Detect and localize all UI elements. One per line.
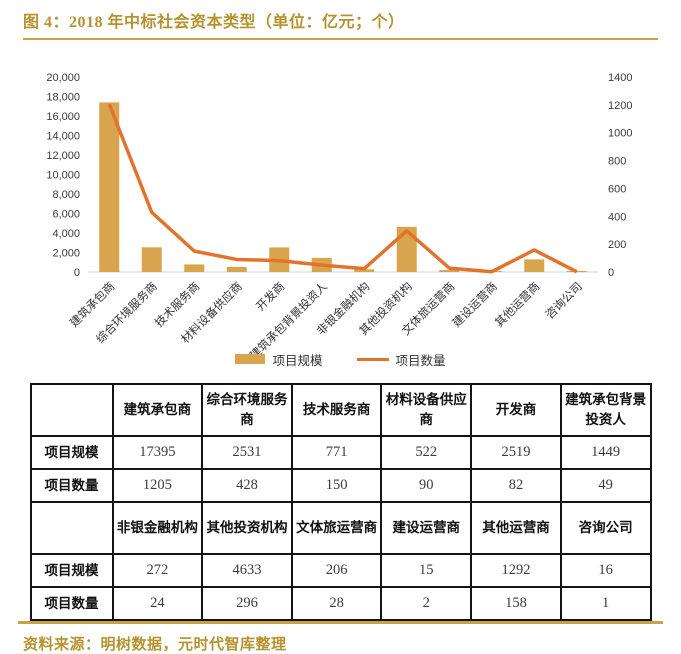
figure-title-bar: 图 4：2018 年中标社会资本类型（单位：亿元；个） <box>23 0 658 40</box>
table-corner-cell <box>29 501 114 555</box>
data-table: 建筑承包商 综合环境服务商 技术服务商 材料设备供应商 开发商 建筑承包背景投资人 项目规模… <box>29 383 652 621</box>
table-value-cell: 771 <box>290 435 383 470</box>
bar-其他投资机构 <box>396 226 417 272</box>
bar-综合环境服务商 <box>141 247 162 272</box>
right-axis-tick: 1400 <box>608 72 632 84</box>
left-axis-tick: 8,000 <box>52 189 80 201</box>
table-row: 项目规模 17395 2531 771 522 2519 1449 <box>29 435 652 470</box>
table-value-cell: 272 <box>111 553 204 588</box>
line-series <box>107 103 578 274</box>
bar-技术服务商 <box>184 264 205 272</box>
left-axis-tick: 2,000 <box>52 248 80 260</box>
right-axis-tick: 0 <box>608 267 614 279</box>
table-value-cell: 28 <box>290 586 383 621</box>
x-axis-label: 其他运营商 <box>492 279 543 330</box>
table-value-cell: 2531 <box>201 435 293 470</box>
bar-建筑承包商 <box>99 102 120 273</box>
table-header-row: 建筑承包商 综合环境服务商 技术服务商 材料设备供应商 开发商 建筑承包背景投资人 <box>29 383 652 437</box>
table-value-cell: 522 <box>380 435 473 470</box>
table-column-header: 技术服务商 <box>290 383 383 437</box>
table-column-header: 建筑承包商 <box>111 383 204 437</box>
table-value-cell: 24 <box>111 586 204 621</box>
table-value-cell: 17395 <box>111 435 204 470</box>
left-axis-tick: 0 <box>74 267 80 279</box>
x-axis-label: 咨询公司 <box>542 279 584 321</box>
chart-legend: 项目规模 项目数量 <box>0 350 681 368</box>
table-value-cell: 15 <box>380 553 473 588</box>
left-axis-tick: 12,000 <box>46 150 80 162</box>
table-value-cell: 2 <box>380 586 473 621</box>
table-value-cell: 158 <box>470 586 562 621</box>
figure-title: 图 4：2018 年中标社会资本类型（单位：亿元；个） <box>23 14 405 31</box>
table-value-cell: 206 <box>290 553 383 588</box>
table-column-header: 综合环境服务商 <box>201 383 293 437</box>
table-column-header: 开发商 <box>470 383 562 437</box>
table-value-cell: 296 <box>201 586 293 621</box>
right-axis-tick: 800 <box>608 156 626 168</box>
table-column-header: 咨询公司 <box>559 501 652 555</box>
left-axis-tick: 10,000 <box>46 170 80 182</box>
table-row: 项目数量 1205 428 150 90 82 49 <box>29 468 652 503</box>
table-value-cell: 150 <box>290 468 383 503</box>
table-column-header: 非银金融机构 <box>111 501 204 555</box>
table-column-header: 建设运营商 <box>380 501 473 555</box>
table-row: 项目规模 272 4633 206 15 1292 16 <box>29 553 652 588</box>
table-column-header: 文体旅运营商 <box>290 501 383 555</box>
table-value-cell: 90 <box>380 468 473 503</box>
legend-item: 项目数量 <box>356 350 446 369</box>
right-axis-tick: 1200 <box>608 100 632 112</box>
legend-item: 项目规模 <box>235 350 323 369</box>
left-axis-tick: 6,000 <box>52 209 80 221</box>
right-axis-tick: 600 <box>608 183 626 195</box>
legend-label: 项目规模 <box>272 353 323 368</box>
x-axis-label: 建筑承包背景投资人 <box>247 279 330 356</box>
table-column-header: 其他投资机构 <box>201 501 293 555</box>
right-axis-tick: 400 <box>608 211 626 223</box>
table-value-cell: 2519 <box>470 435 562 470</box>
bar-材料设备供应商 <box>226 266 247 272</box>
table-row-label: 项目数量 <box>29 468 114 503</box>
bar-swatch-icon <box>235 354 266 364</box>
table-value-cell: 4633 <box>201 553 293 588</box>
table-value-cell: 16 <box>559 553 652 588</box>
divider-line <box>18 621 663 624</box>
table-value-cell: 428 <box>201 468 293 503</box>
bar-非银金融机构 <box>354 269 375 272</box>
table-corner-cell <box>29 383 114 437</box>
table-column-header: 材料设备供应商 <box>380 383 473 437</box>
table-value-cell: 82 <box>470 468 562 503</box>
left-axis-tick: 18,000 <box>46 92 80 104</box>
table-value-cell: 1205 <box>111 468 204 503</box>
left-axis-tick: 16,000 <box>46 111 80 123</box>
right-axis-tick: 200 <box>608 239 626 251</box>
left-axis-tick: 4,000 <box>52 228 80 240</box>
table-value-cell: 1292 <box>470 553 562 588</box>
table-value-cell: 1 <box>559 586 652 621</box>
table-row-label: 项目规模 <box>29 553 114 588</box>
table-header-row: 非银金融机构 其他投资机构 文体旅运营商 建设运营商 其他运营商 咨询公司 <box>29 501 652 555</box>
legend-label: 项目数量 <box>395 353 446 368</box>
table-column-header: 建筑承包背景投资人 <box>559 383 652 437</box>
table-row-label: 项目数量 <box>29 586 114 621</box>
right-axis-tick: 1000 <box>608 128 632 140</box>
table-value-cell: 49 <box>559 468 652 503</box>
combo-chart: 0 2,000 4,000 6,000 8,000 10,000 12,000 14,000 1… <box>46 72 632 356</box>
bar-文体旅运营商 <box>439 269 460 272</box>
x-axis-label: 开发商 <box>253 279 287 313</box>
table-column-header: 其他运营商 <box>470 501 562 555</box>
x-axis-label: 建设运营商 <box>449 279 500 330</box>
table-row: 项目数量 24 296 28 2 158 1 <box>29 586 652 621</box>
table-row-label: 项目规模 <box>29 435 114 470</box>
table-value-cell: 1449 <box>559 435 652 470</box>
line-swatch-icon <box>356 357 389 361</box>
left-axis-tick: 14,000 <box>46 131 80 143</box>
bar-其他运营商 <box>524 259 545 272</box>
left-axis-tick: 20,000 <box>46 72 80 84</box>
source-note: 资料来源：明树数据，元时代智库整理 <box>23 637 287 653</box>
